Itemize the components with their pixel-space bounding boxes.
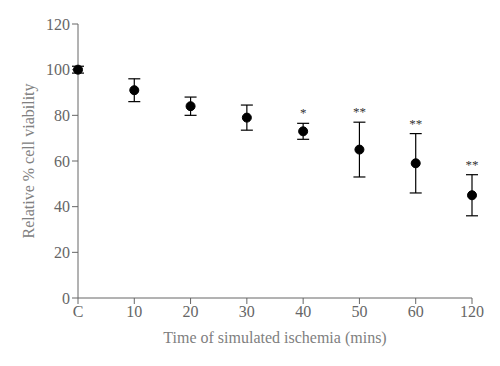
svg-text:Time of simulated ischemia (mi: Time of simulated ischemia (mins) [163,329,386,347]
svg-text:60: 60 [408,303,424,320]
svg-text:50: 50 [351,303,367,320]
svg-text:C: C [73,303,84,320]
svg-text:20: 20 [183,303,199,320]
svg-text:0: 0 [62,290,70,307]
svg-text:100: 100 [46,61,70,78]
svg-text:40: 40 [54,198,70,215]
svg-text:120: 120 [460,303,484,320]
svg-text:120: 120 [46,16,70,33]
svg-text:30: 30 [239,303,255,320]
svg-text:80: 80 [54,107,70,124]
svg-text:20: 20 [54,244,70,261]
svg-text:**: ** [409,116,422,131]
svg-text:60: 60 [54,153,70,170]
svg-text:**: ** [466,157,479,172]
svg-text:Relative % cell viability: Relative % cell viability [20,83,38,238]
svg-text:40: 40 [295,303,311,320]
svg-text:*: * [300,105,307,120]
svg-text:**: ** [353,104,366,119]
svg-text:10: 10 [126,303,142,320]
